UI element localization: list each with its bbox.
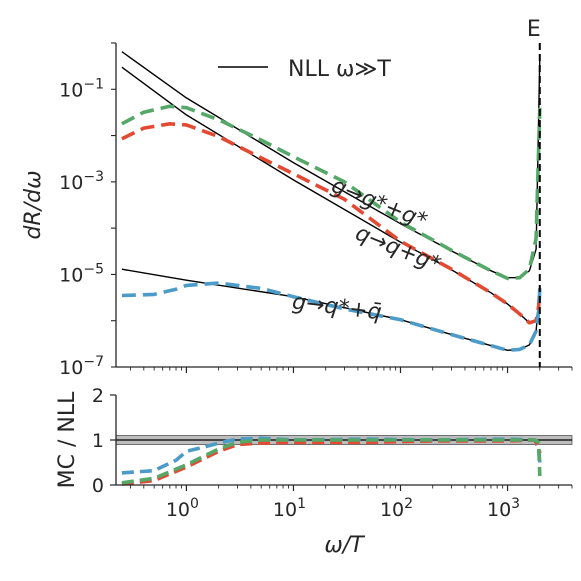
top-y-tick-label: 10−7 <box>59 354 104 379</box>
top-y-tick-label: 10−3 <box>59 169 104 194</box>
bottom-y-tick-label: 0 <box>92 475 104 497</box>
top-series-4 <box>121 122 542 325</box>
top-panel: 10−110−310−510−7 E NLL ω≫T g→g*+g* q→q+g… <box>21 17 573 379</box>
top-y-tick-label: 10−1 <box>59 76 104 101</box>
bottom-series-1 <box>121 438 542 486</box>
top-y-ticks: 10−1 10−3 10−5 10−7 <box>59 42 116 379</box>
bottom-series-group <box>121 436 542 486</box>
x-tick-label: 101 <box>273 496 306 521</box>
x-tick-label: 102 <box>380 496 413 521</box>
top-x-ticks <box>129 367 573 373</box>
x-tick-label: 100 <box>166 496 199 521</box>
bottom-x-ticks: 100 101 102 103 <box>129 485 573 521</box>
bottom-y-ticks: 0 1 2 <box>92 385 116 497</box>
bottom-y-axis-label: MC / NLL <box>55 391 80 488</box>
top-y-tick-label: 10−5 <box>59 261 104 286</box>
bottom-series-2 <box>121 438 542 485</box>
x-axis-label: ω/T <box>324 533 365 558</box>
top-series-group <box>121 51 542 353</box>
top-series-3 <box>121 104 542 281</box>
annotation-g-to-qq: g→q*+q̄ <box>291 290 383 326</box>
annotation-q-to-qg: q→q+g* <box>352 221 445 278</box>
energy-label: E <box>527 17 541 42</box>
top-series-5 <box>121 281 542 353</box>
bottom-y-tick-label: 1 <box>92 430 104 452</box>
top-y-axis-label: dR/dω <box>21 170 46 239</box>
bottom-panel: 100 101 102 103 0 1 2 MC / NLL ω/T <box>55 385 573 558</box>
top-series-0 <box>121 51 541 279</box>
bottom-y-tick-label: 2 <box>92 385 104 407</box>
legend-label: NLL ω≫T <box>288 57 391 82</box>
x-tick-label: 103 <box>487 496 520 521</box>
